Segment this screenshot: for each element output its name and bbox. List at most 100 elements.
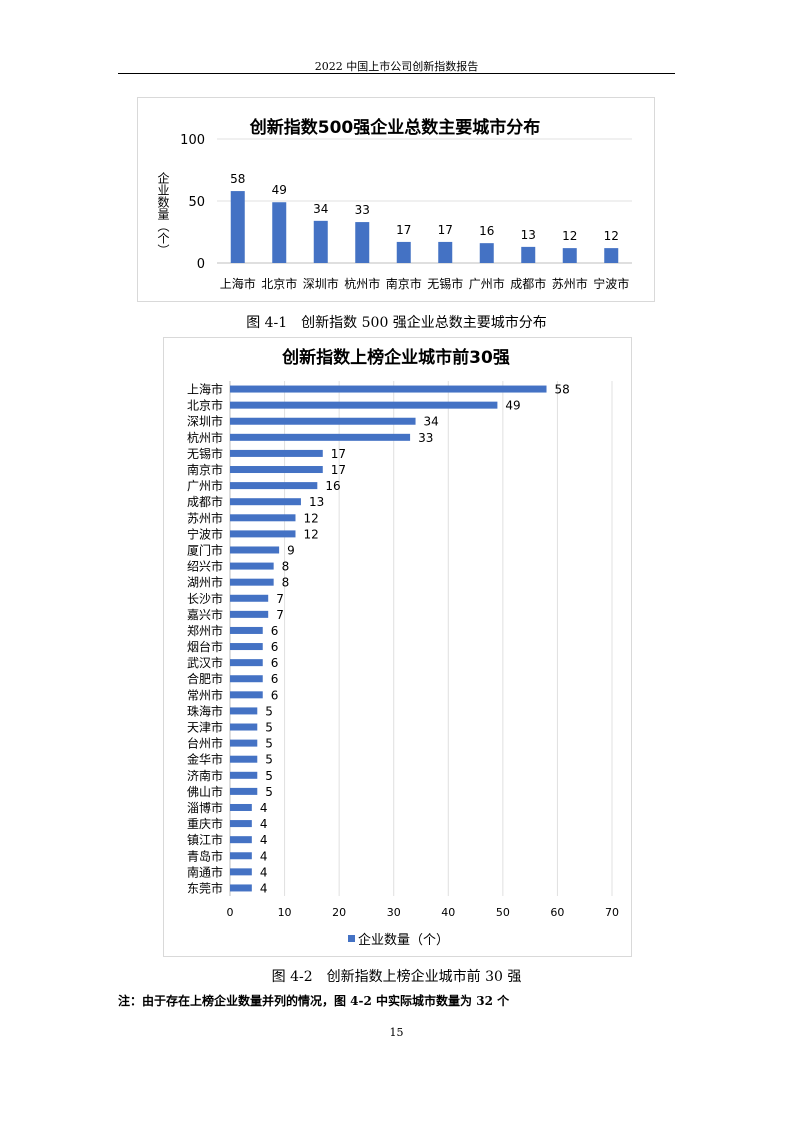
- chart2-y-tick: 广州市: [187, 478, 223, 493]
- chart2-data-label: 13: [309, 495, 324, 509]
- chart2-bar: [230, 836, 252, 844]
- chart2-bar: [230, 610, 269, 618]
- chart2-data-label: 4: [260, 833, 268, 847]
- chart2-data-label: 6: [271, 672, 279, 686]
- chart2-data-label: 6: [271, 624, 279, 638]
- chart2-data-label: 8: [282, 560, 290, 574]
- chart2-y-tick: 嘉兴市: [187, 607, 223, 622]
- chart1-x-tick: 上海市: [220, 276, 256, 291]
- chart2-y-tick: 东莞市: [187, 880, 223, 895]
- chart2-data-label: 5: [265, 785, 273, 799]
- footnote: 注：由于存在上榜企业数量并列的情况，图 4-2 中实际城市数量为 32 个: [118, 994, 510, 1008]
- chart1-x-tick: 成都市: [510, 276, 546, 291]
- chart2-data-label: 17: [331, 447, 346, 461]
- chart1-bar: [355, 222, 370, 263]
- chart2-bar: [230, 675, 263, 683]
- chart2-bar: [230, 852, 252, 860]
- chart1-bar: [230, 191, 245, 263]
- chart2-bar: [230, 546, 280, 554]
- figure1-caption: 图 4-1 创新指数 500 强企业总数主要城市分布: [246, 315, 547, 331]
- chart2-y-tick: 上海市: [187, 382, 223, 397]
- chart2-y-tick: 成都市: [187, 494, 223, 509]
- chart2-x-tick: 40: [441, 906, 455, 919]
- chart1-x-tick: 南京市: [386, 276, 422, 291]
- chart2-data-label: 5: [265, 704, 273, 718]
- chart2-bar: [230, 498, 301, 506]
- chart2-bar: [230, 803, 252, 811]
- chart2-bar: [230, 417, 416, 425]
- chart1-y-tick: 100: [180, 133, 205, 148]
- chart2-bar: [230, 578, 274, 586]
- chart2-y-tick: 长沙市: [187, 591, 223, 606]
- chart2-bar: [230, 787, 258, 795]
- chart1-data-label: 16: [479, 224, 494, 238]
- chart2-y-tick: 淄博市: [187, 800, 223, 815]
- chart2-x-tick: 30: [387, 906, 401, 919]
- chart2-bar: [230, 820, 252, 828]
- chart2-y-tick: 厦门市: [187, 542, 223, 557]
- header-divider: [118, 73, 675, 74]
- chart2-y-tick: 郑州市: [187, 623, 223, 638]
- chart2-data-label: 7: [276, 608, 284, 622]
- chart2-data-label: 5: [265, 769, 273, 783]
- chart2-bar: [230, 884, 252, 892]
- chart1-data-label: 12: [604, 229, 619, 243]
- chart1-x-tick: 北京市: [261, 276, 297, 291]
- chart1-bar: [604, 248, 619, 263]
- chart2-y-tick: 合肥市: [187, 671, 223, 686]
- chart1-data-label: 13: [521, 228, 536, 242]
- chart2-y-tick: 南京市: [187, 462, 223, 477]
- chart1-data-label: 58: [230, 172, 245, 186]
- chart1-bar: [562, 248, 577, 263]
- chart1-y-tick: 50: [188, 195, 205, 210]
- page-header: 2022 中国上市公司创新指数报告: [314, 60, 479, 73]
- chart2-data-label: 58: [555, 383, 570, 397]
- chart2-y-tick: 南通市: [187, 864, 223, 879]
- chart1-data-label: 34: [313, 202, 328, 216]
- chart2-data-label: 4: [260, 881, 268, 895]
- chart1-frame: [137, 97, 655, 302]
- chart2-data-label: 6: [271, 688, 279, 702]
- chart2-bar: [230, 771, 258, 779]
- chart2-bar: [230, 643, 263, 651]
- chart2-bar: [230, 466, 323, 474]
- chart2-y-tick: 台州市: [187, 736, 223, 751]
- chart1-data-label: 33: [355, 203, 370, 217]
- chart2-y-tick: 常州市: [187, 687, 223, 702]
- chart2-data-label: 4: [260, 849, 268, 863]
- chart2-y-tick: 重庆市: [187, 816, 223, 831]
- chart1-data-label: 17: [396, 223, 411, 237]
- chart1-title: 创新指数500强企业总数主要城市分布: [249, 117, 541, 138]
- chart1-bar: [313, 220, 328, 263]
- chart2-y-tick: 苏州市: [187, 510, 223, 525]
- chart2-bar: [230, 739, 258, 747]
- chart2-bar: [230, 482, 318, 490]
- chart2-data-label: 4: [260, 817, 268, 831]
- chart1-data-label: 49: [272, 183, 287, 197]
- chart2-data-label: 49: [505, 399, 520, 413]
- chart2-y-tick: 杭州市: [187, 430, 223, 445]
- chart2-data-label: 5: [265, 721, 273, 735]
- chart2-bar: [230, 562, 274, 570]
- chart2-x-tick: 60: [550, 906, 564, 919]
- chart2-bar: [230, 385, 547, 393]
- chart1-bar: [438, 241, 453, 263]
- chart2-bar: [230, 707, 258, 715]
- chart2-data-label: 17: [331, 463, 346, 477]
- chart2-x-tick: 10: [278, 906, 292, 919]
- chart2-bar: [230, 433, 411, 441]
- chart2-x-tick: 50: [496, 906, 510, 919]
- chart2-data-label: 12: [303, 527, 318, 541]
- chart2-data-label: 5: [265, 753, 273, 767]
- chart2-data-label: 4: [260, 865, 268, 879]
- chart2-x-tick: 0: [227, 906, 234, 919]
- chart2-legend-label: 企业数量（个）: [358, 932, 449, 948]
- figure2-caption: 图 4-2 创新指数上榜企业城市前 30 强: [271, 969, 522, 985]
- chart2-y-tick: 烟台市: [187, 639, 223, 654]
- chart1-y-label: 企业数量（个）: [156, 171, 170, 256]
- chart2-x-tick: 70: [605, 906, 619, 919]
- chart2-y-tick: 济南市: [187, 768, 223, 783]
- chart2-data-label: 34: [424, 415, 439, 429]
